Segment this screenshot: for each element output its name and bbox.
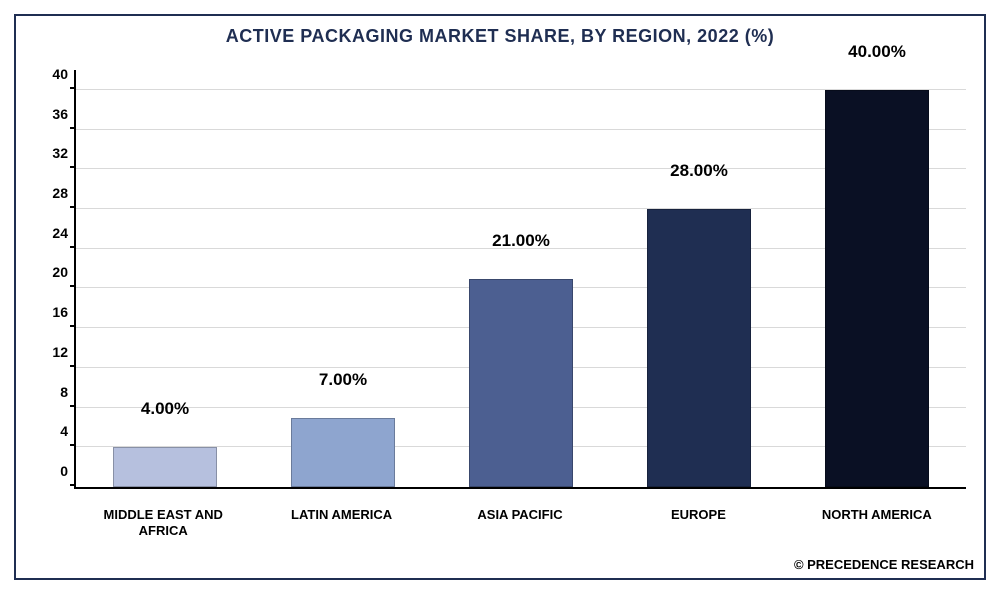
bar-value-label: 28.00% xyxy=(670,161,728,185)
bar xyxy=(825,90,928,487)
ytick-label: 32 xyxy=(52,145,68,161)
x-axis-label: ASIA PACIFIC xyxy=(431,507,609,540)
x-axis-label: MIDDLE EAST AND AFRICA xyxy=(74,507,252,540)
ytick-label: 28 xyxy=(52,185,68,201)
bar-value-label: 40.00% xyxy=(848,42,906,66)
ytick-label: 0 xyxy=(60,463,68,479)
bar xyxy=(469,279,572,488)
ytick-label: 36 xyxy=(52,106,68,122)
bar xyxy=(291,418,394,487)
ytick-label: 40 xyxy=(52,66,68,82)
bar-value-label: 21.00% xyxy=(492,231,550,255)
bar-slot: 4.00% xyxy=(76,70,254,487)
bars-container: 4.00% 7.00% 21.00% 28.00% 40.00% xyxy=(76,70,966,487)
ytick-label: 4 xyxy=(60,423,68,439)
x-axis-label: LATIN AMERICA xyxy=(252,507,430,540)
bar-slot: 28.00% xyxy=(610,70,788,487)
bar-value-label: 4.00% xyxy=(141,399,189,423)
ytick-label: 16 xyxy=(52,304,68,320)
attribution-text: © PRECEDENCE RESEARCH xyxy=(794,557,974,572)
x-axis-label: NORTH AMERICA xyxy=(788,507,966,540)
x-axis-label: EUROPE xyxy=(609,507,787,540)
x-axis-labels: MIDDLE EAST AND AFRICALATIN AMERICAASIA … xyxy=(74,507,966,540)
ytick-label: 8 xyxy=(60,384,68,400)
ytick-label: 12 xyxy=(52,344,68,360)
bar-value-label: 7.00% xyxy=(319,370,367,394)
bar-slot: 7.00% xyxy=(254,70,432,487)
plot-area: 0481216202428323640 4.00%7.00%21.00%28.0… xyxy=(74,70,966,489)
bar xyxy=(647,209,750,487)
ytick-label: 24 xyxy=(52,225,68,241)
bar-slot: 40.00% xyxy=(788,70,966,487)
ytick-label: 20 xyxy=(52,264,68,280)
bar-slot: 21.00% xyxy=(432,70,610,487)
bar xyxy=(113,447,216,487)
